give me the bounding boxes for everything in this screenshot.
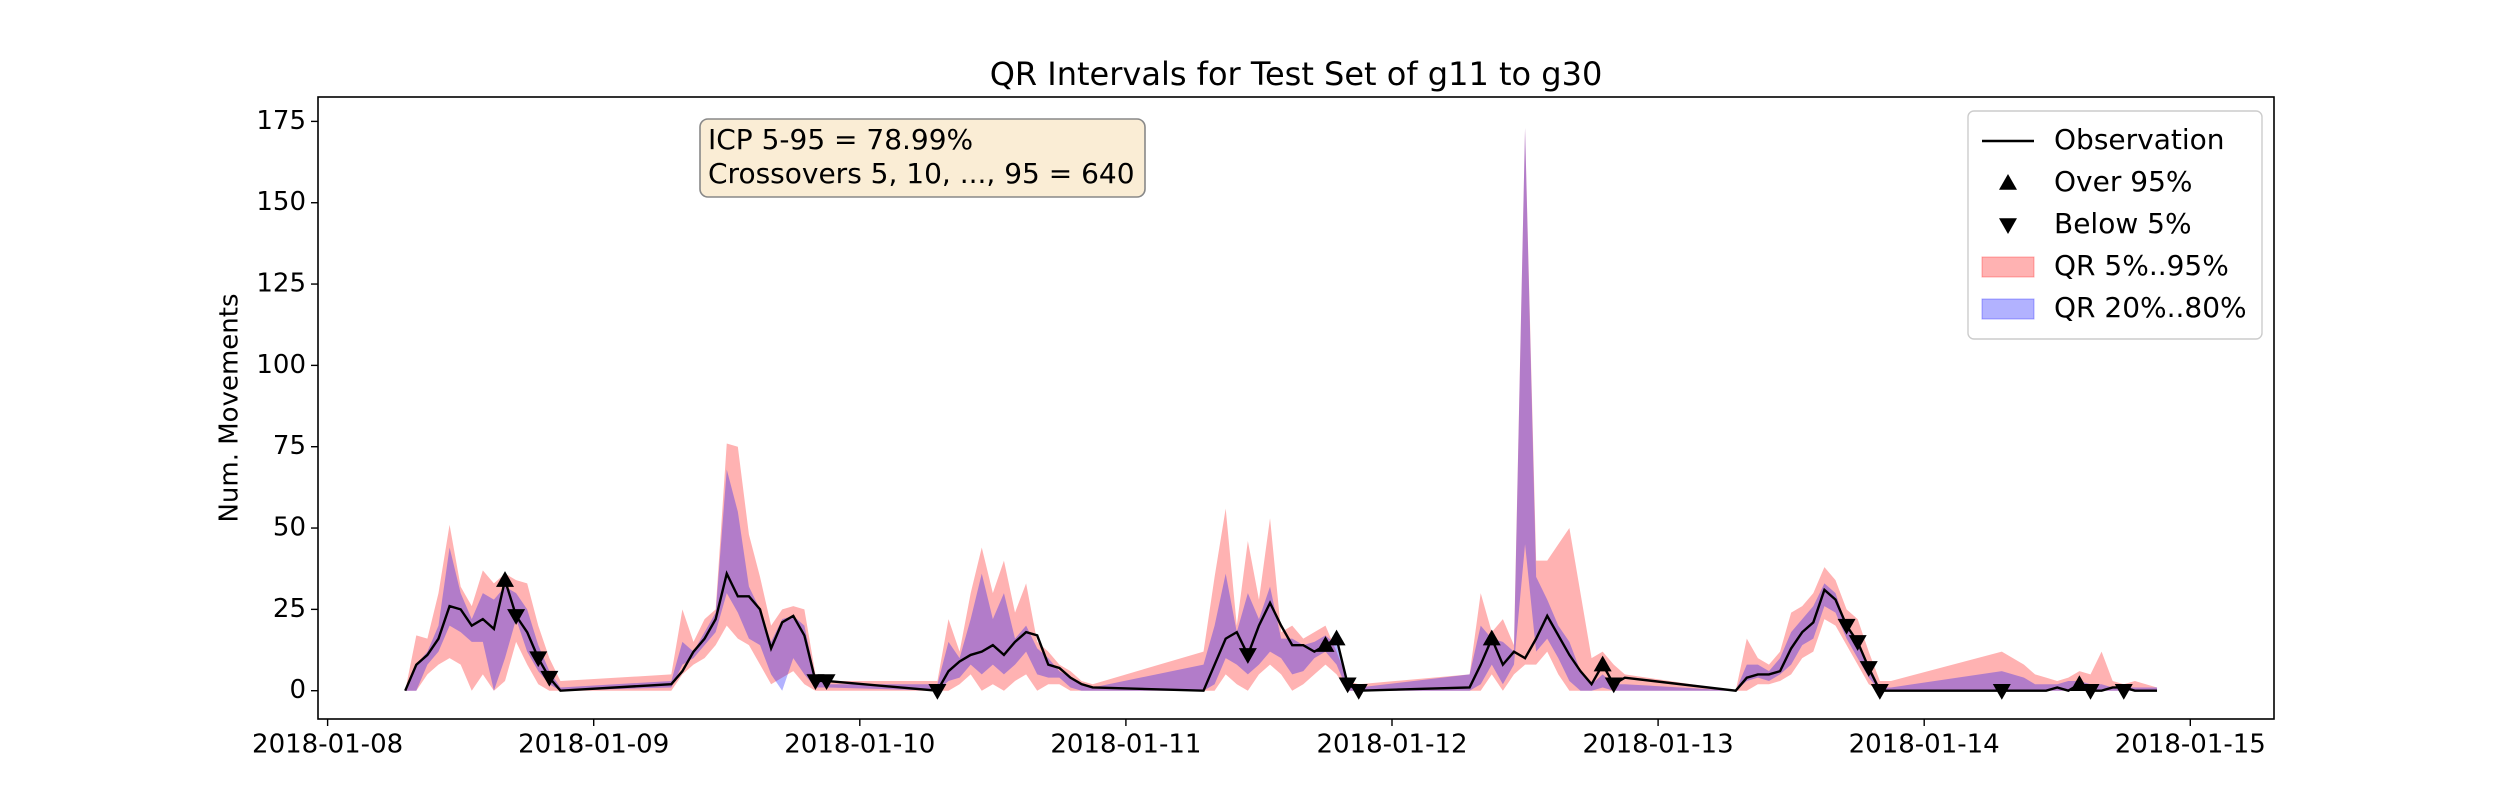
marker [1327, 629, 1346, 646]
y-axis-label: Num. Movements [215, 293, 245, 522]
y-tick-label: 25 [273, 594, 306, 624]
x-tick-label: 2018-01-14 [1849, 730, 2000, 760]
chart-title: QR Intervals for Test Set of g11 to g30 [990, 55, 1603, 93]
annotation-box [699, 118, 1146, 198]
marker [1604, 677, 1623, 694]
marker [1593, 655, 1612, 672]
marker [496, 571, 515, 587]
y-tick-label: 150 [256, 187, 306, 217]
band-area [405, 127, 2158, 691]
marker [1859, 661, 1878, 677]
x-tick-label: 2018-01-09 [518, 730, 669, 760]
marker [540, 670, 559, 687]
marker [1482, 629, 1501, 646]
marker [1837, 618, 1856, 635]
y-tick-label: 50 [273, 513, 306, 543]
legend-swatch [1999, 174, 2017, 190]
marker [1316, 636, 1335, 652]
legend-label: Observation [2054, 123, 2225, 156]
x-tick-label: 2018-01-13 [1583, 730, 1734, 760]
marker [2114, 683, 2133, 700]
x-tick-label: 2018-01-15 [2115, 730, 2266, 760]
legend-swatch [1981, 256, 2035, 278]
y-tick-label: 75 [273, 431, 306, 461]
y-tick-label: 100 [256, 350, 306, 380]
legend-label: QR 20%..80% [2054, 291, 2247, 324]
marker [1992, 683, 2011, 700]
legend-label: QR 5%..95% [2054, 249, 2229, 282]
y-tick-label: 175 [256, 106, 306, 136]
marker [507, 609, 526, 625]
marker [1848, 635, 1867, 651]
x-tick-label: 2018-01-12 [1316, 730, 1467, 760]
band-area [405, 127, 2158, 691]
y-tick-label: 125 [256, 269, 306, 299]
legend-label: Below 5% [2054, 207, 2192, 240]
legend-swatch [1999, 218, 2017, 234]
legend-box [1967, 110, 2263, 340]
legend-label: Over 95% [2054, 165, 2192, 198]
marker [1338, 677, 1357, 694]
legend-swatch [1981, 298, 2035, 320]
marker [2081, 683, 2100, 700]
marker [1349, 683, 1368, 700]
annotation-text: Crossovers 5, 10, ..., 95 = 640 [708, 157, 1135, 190]
x-tick-label: 2018-01-08 [252, 730, 403, 760]
marker [1870, 683, 1889, 700]
marker [1238, 648, 1257, 664]
marker [529, 651, 548, 668]
x-tick-label: 2018-01-11 [1050, 730, 1201, 760]
x-tick-label: 2018-01-10 [784, 730, 935, 760]
y-tick-label: 0 [289, 675, 306, 705]
marker [817, 674, 836, 690]
plot-frame [317, 96, 2275, 720]
marker [928, 683, 947, 700]
line [404, 570, 2158, 692]
annotation-text: ICP 5-95 = 78.99% [708, 123, 973, 156]
